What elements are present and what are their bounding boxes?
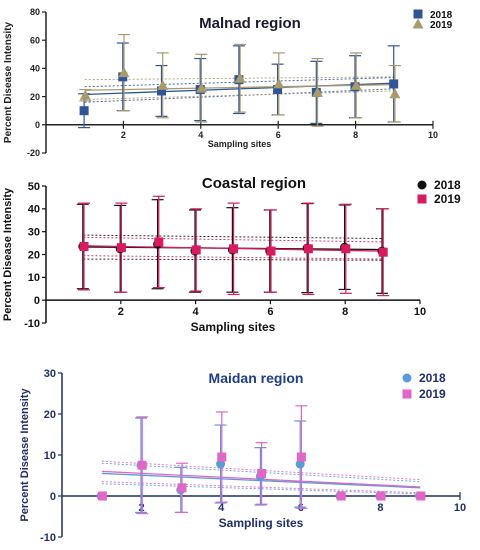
data-point (191, 245, 201, 255)
y-tick-label: -10 (40, 532, 56, 544)
y-axis-label: Percent Disease Intensity (19, 387, 31, 521)
data-point (266, 246, 276, 256)
chart-title: Maidan region (209, 370, 304, 386)
chart-title: Malnad region (199, 15, 301, 32)
data-point (257, 468, 267, 478)
legend-marker (417, 194, 427, 204)
y-tick-label: 10 (28, 272, 40, 284)
legend-label: 2019 (430, 20, 453, 31)
data-point (273, 78, 285, 89)
confidence-band-upper (101, 460, 421, 481)
legend-marker (417, 180, 427, 190)
legend-label: 2019 (434, 192, 461, 206)
data-point (350, 79, 362, 90)
data-point (97, 491, 107, 501)
x-tick-label: 10 (428, 130, 438, 140)
data-point (378, 247, 388, 257)
y-tick-label: 40 (30, 64, 40, 74)
data-point (79, 242, 89, 252)
data-point (79, 89, 91, 100)
data-point (216, 459, 226, 469)
chart-panel: -10 0 10 20 30 40 50 2 4 6 8 10 Sampling sites Percen… (2, 175, 461, 334)
data-point (341, 244, 351, 254)
x-tick-label: 4 (193, 306, 200, 318)
y-axis-label: Percent Disease Intensity (3, 21, 14, 143)
x-tick-label: 4 (198, 130, 203, 140)
data-point (195, 82, 207, 93)
x-tick-label: 10 (454, 502, 466, 514)
x-tick-label: 6 (276, 130, 281, 140)
x-axis-label: Sampling sites (219, 516, 304, 530)
confidence-band-lower (101, 481, 421, 494)
y-tick-label: 0 (35, 120, 40, 130)
data-point (389, 88, 401, 99)
y-tick-label: 20 (28, 249, 40, 261)
x-tick-label: 8 (342, 306, 348, 318)
data-point (229, 244, 239, 254)
y-tick-label: 20 (30, 92, 40, 102)
data-point (234, 72, 246, 83)
data-point (336, 491, 346, 501)
legend-marker (402, 389, 412, 399)
x-tick-label: 8 (353, 130, 358, 140)
y-tick-label: -10 (24, 318, 40, 330)
legend-label: 2018 (430, 10, 453, 21)
data-point (312, 86, 323, 97)
y-tick-label: 0 (50, 491, 56, 503)
data-point (303, 244, 313, 254)
legend-label: 2019 (419, 387, 446, 401)
data-point (116, 243, 126, 253)
y-tick-label: 40 (28, 204, 40, 216)
x-axis-label: Sampling sites (191, 320, 276, 334)
y-tick-label: 0 (34, 295, 40, 307)
x-tick-label: 4 (218, 502, 225, 514)
x-tick-label: 2 (118, 306, 124, 318)
data-point (376, 491, 386, 501)
y-tick-label: 30 (44, 368, 56, 380)
y-tick-label: 30 (28, 227, 40, 239)
chart-title: Coastal region (202, 175, 306, 192)
data-point (157, 79, 169, 90)
data-point (137, 460, 147, 470)
y-tick-label: 20 (44, 409, 56, 421)
data-point (296, 452, 306, 462)
data-point (273, 85, 283, 95)
confidence-band-lower (101, 483, 421, 495)
data-point (79, 106, 89, 116)
x-tick-label: 2 (121, 130, 126, 140)
y-tick-label: 60 (30, 35, 40, 45)
chart-panel: -20 0 20 40 60 80 2 4 6 8 10 Sampling sites Percent … (3, 7, 453, 158)
data-point (295, 459, 305, 469)
x-tick-label: 6 (267, 306, 273, 318)
y-tick-label: -20 (27, 148, 40, 158)
data-point (389, 79, 399, 89)
confidence-band-upper (101, 462, 421, 483)
legend-marker (402, 373, 412, 383)
data-point (157, 86, 166, 96)
y-tick-label: 10 (44, 450, 56, 462)
data-point (118, 67, 130, 78)
y-tick-label: 80 (30, 7, 40, 17)
legend-marker (412, 18, 424, 29)
data-point (154, 237, 164, 247)
legend-label: 2018 (419, 371, 446, 385)
x-axis-label: Sampling sites (208, 139, 272, 149)
y-tick-label: 50 (28, 181, 40, 193)
x-tick-label: 10 (414, 306, 426, 318)
x-tick-label: 8 (377, 502, 383, 514)
legend-label: 2018 (434, 178, 461, 192)
data-point (416, 491, 426, 501)
data-point (177, 483, 187, 493)
y-axis-label: Percent Disease Intensity (2, 187, 14, 321)
legend-marker (413, 9, 423, 19)
data-point (217, 452, 227, 462)
